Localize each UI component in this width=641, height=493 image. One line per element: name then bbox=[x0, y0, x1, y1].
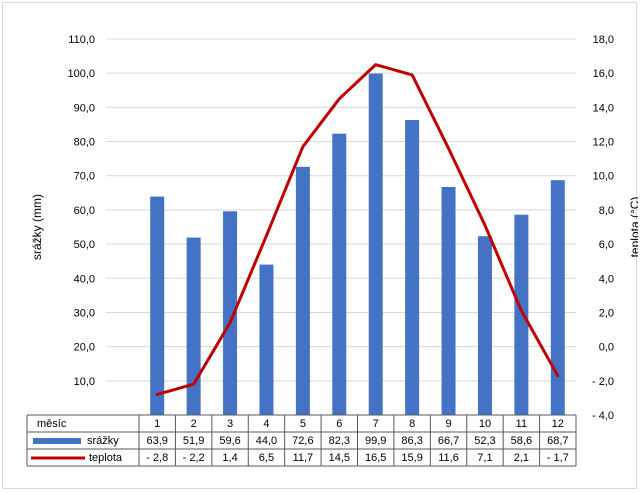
table-cell-srazky: 86,3 bbox=[401, 435, 422, 447]
y-right-tick-label: 4,0 bbox=[599, 273, 614, 285]
table-cell-teplota: 1,4 bbox=[222, 452, 237, 464]
table-month: 12 bbox=[552, 418, 564, 430]
bar-srazky bbox=[368, 73, 383, 416]
table-cell-srazky: 51,9 bbox=[183, 435, 204, 447]
table-cell-teplota: - 2,8 bbox=[146, 452, 168, 464]
y-left-tick-label: 90,0 bbox=[74, 102, 95, 114]
bar-srazky bbox=[477, 236, 492, 415]
table-month: 6 bbox=[336, 418, 342, 430]
table-month: 11 bbox=[516, 418, 527, 430]
legend-key-srazky bbox=[33, 438, 81, 444]
bar-srazky bbox=[259, 264, 274, 415]
table-cell-teplota: 11,7 bbox=[293, 452, 314, 464]
table-cell-srazky: 58,6 bbox=[511, 435, 532, 447]
y-right-axis-title: teplota (°C) bbox=[628, 197, 638, 258]
table-header-label: měsíc bbox=[37, 418, 67, 430]
y-right-tick-label: 0,0 bbox=[599, 342, 614, 354]
bar-srazky bbox=[550, 180, 565, 415]
line-teplota bbox=[155, 63, 560, 396]
bar-srazky bbox=[223, 211, 238, 415]
bar-srazky bbox=[514, 214, 529, 415]
table-month: 2 bbox=[191, 418, 197, 430]
y-right-tick-label: - 2,0 bbox=[592, 376, 614, 388]
table-cell-srazky: 72,6 bbox=[292, 435, 313, 447]
table-month: 7 bbox=[373, 418, 379, 430]
bar-srazky bbox=[295, 166, 310, 415]
y-right-tick-label: 16,0 bbox=[593, 68, 614, 80]
table-cell-srazky: 68,7 bbox=[547, 435, 568, 447]
y-left-tick-label: 100,0 bbox=[67, 68, 95, 80]
y-right-tick-label: - 4,0 bbox=[592, 410, 614, 422]
y-left-tick-label: 80,0 bbox=[74, 137, 95, 149]
y-right-tick-label: 14,0 bbox=[593, 102, 614, 114]
legend-label-srazky: srážky bbox=[87, 435, 119, 447]
y-right-tick-label: 10,0 bbox=[593, 171, 614, 183]
table-month: 10 bbox=[479, 418, 491, 430]
table-cell-srazky: 66,7 bbox=[438, 435, 459, 447]
y-left-tick-label: 50,0 bbox=[74, 239, 95, 251]
table-cell-teplota: 6,5 bbox=[259, 452, 274, 464]
y-right-tick-label: 2,0 bbox=[599, 307, 614, 319]
y-left-tick-label: 20,0 bbox=[74, 342, 95, 354]
table-cell-srazky: 63,9 bbox=[146, 435, 167, 447]
table-cell-srazky: 44,0 bbox=[256, 435, 277, 447]
table-cell-srazky: 52,3 bbox=[474, 435, 495, 447]
table-cell-teplota: 7,1 bbox=[477, 452, 492, 464]
legend-label-teplota: teplota bbox=[89, 452, 123, 464]
y-right-tick-label: 8,0 bbox=[599, 205, 614, 217]
table-cell-teplota: 14,5 bbox=[329, 452, 350, 464]
table-cell-teplota: 11,6 bbox=[438, 452, 459, 464]
y-left-axis-title: srážky (mm) bbox=[30, 194, 44, 260]
y-left-tick-label: 70,0 bbox=[74, 171, 95, 183]
table-month: 1 bbox=[154, 418, 160, 430]
y-left-tick-label: 30,0 bbox=[74, 307, 95, 319]
table-cell-teplota: 15,9 bbox=[401, 452, 422, 464]
y-right-tick-label: 6,0 bbox=[599, 239, 614, 251]
y-right-tick-label: 18,0 bbox=[593, 34, 614, 46]
table-cell-teplota: 2,1 bbox=[514, 452, 529, 464]
table-cell-srazky: 59,6 bbox=[219, 435, 240, 447]
bar-srazky bbox=[332, 133, 347, 415]
table-month: 4 bbox=[263, 418, 269, 430]
bar-srazky bbox=[441, 187, 456, 415]
table-cell-teplota: - 2,2 bbox=[183, 452, 205, 464]
bar-srazky bbox=[150, 196, 165, 415]
y-left-tick-label: 10,0 bbox=[74, 376, 95, 388]
table-month: 8 bbox=[409, 418, 415, 430]
bar-srazky bbox=[405, 120, 420, 415]
bar-srazky bbox=[186, 237, 201, 415]
y-left-tick-label: 110,0 bbox=[68, 34, 95, 46]
table-cell-teplota: 16,5 bbox=[365, 452, 386, 464]
table-cell-srazky: 82,3 bbox=[329, 435, 350, 447]
table-month: 9 bbox=[445, 418, 451, 430]
table-month: 5 bbox=[300, 418, 306, 430]
y-left-tick-label: 40,0 bbox=[74, 273, 95, 285]
table-month: 3 bbox=[227, 418, 233, 430]
table-cell-srazky: 99,9 bbox=[365, 435, 386, 447]
y-right-tick-label: 12,0 bbox=[593, 137, 614, 149]
climate-chart: 10,020,030,040,050,060,070,080,090,0100,… bbox=[26, 34, 638, 467]
table-cell-teplota: - 1,7 bbox=[547, 452, 569, 464]
y-left-tick-label: 60,0 bbox=[74, 205, 95, 217]
